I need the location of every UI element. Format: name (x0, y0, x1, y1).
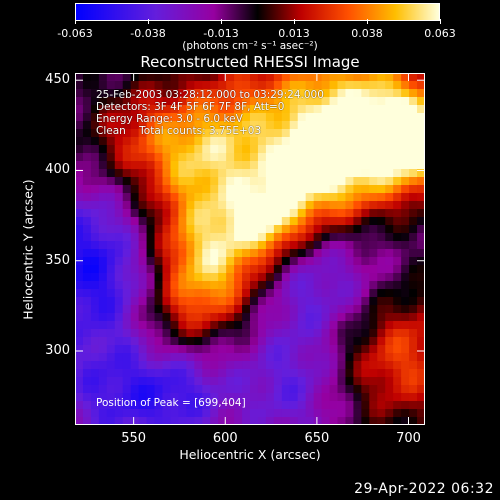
timestamp: 29-Apr-2022 06:32 (354, 481, 494, 497)
colorbar-tick-label: -0.063 (57, 27, 93, 40)
colorbar-tick-label: 0.013 (278, 27, 310, 40)
x-axis-label: Heliocentric X (arcsec) (179, 447, 321, 462)
y-tick-label: 350 (45, 252, 70, 268)
colorbar-units: (photons cm⁻² s⁻¹ asec⁻²) (182, 40, 318, 52)
x-tick-label: 550 (121, 431, 147, 446)
colorbar-tick-label: -0.013 (203, 27, 239, 40)
colorbar (75, 3, 440, 21)
colorbar-tick-label: -0.038 (130, 27, 166, 40)
y-tick-label: 450 (45, 72, 70, 88)
x-tick-label: 600 (212, 431, 238, 446)
heatmap-image (75, 73, 425, 425)
chart-title: Reconstructed RHESSI Image (140, 53, 360, 71)
x-tick-label: 650 (304, 431, 330, 446)
colorbar-tick-mark (439, 19, 441, 24)
y-tick-label: 400 (45, 162, 70, 178)
colorbar-tick-mark (74, 19, 76, 24)
colorbar-tick-label: 0.063 (424, 27, 456, 40)
y-tick-label: 300 (45, 342, 70, 358)
colorbar-tick-label: 0.038 (351, 27, 383, 40)
colorbar-tick-mark (366, 19, 368, 24)
plot-frame (75, 73, 425, 425)
y-axis-label: Heliocentric Y (arcsec) (20, 179, 36, 320)
peak-position-label: Position of Peak = [699,404] (96, 397, 246, 409)
annotation-detectors: Detectors: 3F 4F 5F 6F 7F 8F, Att=0 (96, 101, 285, 113)
annotation-time: 25-Feb-2003 03:28:12.000 to 03:29:24.000 (96, 89, 324, 101)
colorbar-tick-mark (220, 19, 222, 24)
x-tick-label: 700 (396, 431, 421, 446)
annotation-energy: Energy Range: 3.0 - 6.0 keV (96, 113, 243, 125)
annotation-counts: Clean Total counts: 3.75E+03 (96, 125, 262, 137)
heatmap-plot (75, 73, 425, 425)
colorbar-tick-mark (293, 19, 295, 24)
colorbar-tick-mark (147, 19, 149, 24)
